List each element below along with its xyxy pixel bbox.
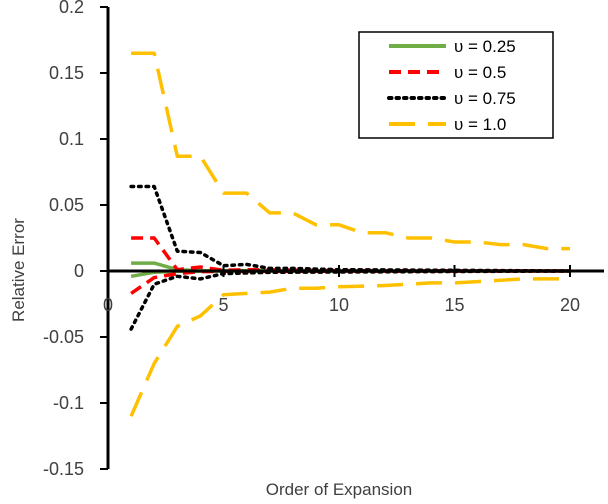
series-line-2-lower (130, 269, 571, 295)
series-line-4-lower (129, 277, 570, 417)
y-tick-label: 0.1 (59, 129, 84, 149)
y-tick-label: -0.05 (43, 327, 84, 347)
x-tick-label: 20 (560, 295, 580, 315)
tick-labels: 0.2 0.15 0.1 0.05 0 -0.05 -0.1 -0.15 0 5 10 15 20 (43, 0, 580, 479)
x-axis-title: Order of Expansion (266, 480, 412, 499)
x-tick-label: 15 (444, 295, 464, 315)
legend-label-3: υ = 0.75 (454, 89, 516, 108)
y-tick-label: 0.2 (59, 0, 84, 17)
axes-layer (100, 6, 604, 470)
y-tick-label: -0.1 (53, 393, 84, 413)
y-tick-label: -0.15 (43, 459, 84, 479)
y-axis-title: Relative Error (9, 218, 28, 322)
x-tick-label: 5 (218, 295, 228, 315)
y-tick-label: 0.15 (49, 63, 84, 83)
x-tick-label: 0 (103, 295, 113, 315)
legend-label-2: υ = 0.5 (454, 63, 506, 82)
x-tick-label: 10 (329, 295, 349, 315)
legend-label-4: υ = 1.0 (454, 115, 506, 134)
series-line-4-upper (131, 51, 570, 251)
legend-label-1: υ = 0.25 (454, 37, 516, 56)
legend-box (358, 31, 554, 139)
y-tick-label: 0.05 (49, 195, 84, 215)
legend: υ = 0.25 υ = 0.5 υ = 0.75 υ = 1.0 (358, 31, 554, 139)
y-tick-label: 0 (74, 261, 84, 281)
